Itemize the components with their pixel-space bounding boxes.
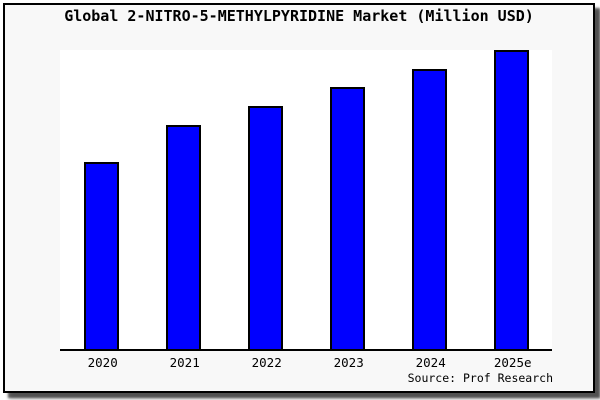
x-axis-label-2021: 2021 <box>169 355 200 370</box>
plot-area <box>60 50 552 351</box>
source-credit: Source: Prof Research <box>407 371 553 385</box>
chart-frame: Global 2-NITRO-5-METHYLPYRIDINE Market (… <box>3 3 595 393</box>
bar-2021 <box>166 125 201 349</box>
x-axis-label-2023: 2023 <box>333 355 364 370</box>
x-axis-label-2024: 2024 <box>415 355 446 370</box>
bar-2025e <box>494 50 529 349</box>
chart-title: Global 2-NITRO-5-METHYLPYRIDINE Market (… <box>64 7 534 25</box>
x-axis-label-2020: 2020 <box>87 355 118 370</box>
bar-2023 <box>330 87 365 349</box>
x-axis-label-2025e: 2025e <box>493 355 532 370</box>
bar-2022 <box>248 106 283 349</box>
bar-2024 <box>412 69 447 349</box>
bar-2020 <box>84 162 119 349</box>
x-axis-label-2022: 2022 <box>251 355 282 370</box>
x-axis-labels: 2020 2021 2022 2023 2024 2025e <box>60 355 552 371</box>
